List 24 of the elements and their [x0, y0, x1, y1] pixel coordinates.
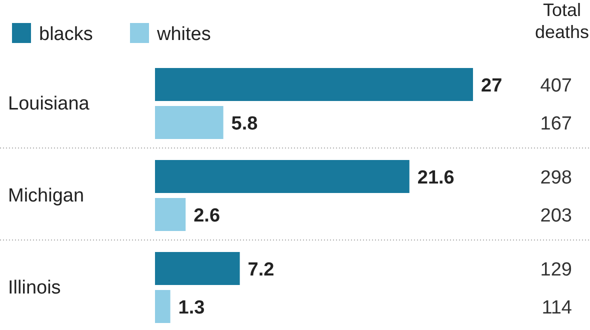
- data-label: 21.6: [417, 168, 454, 188]
- data-label: 1.3: [178, 298, 205, 318]
- text: 407: [540, 76, 572, 96]
- text: Total deaths: [534, 0, 590, 42]
- text: 203: [540, 206, 572, 226]
- y-tick-label: Louisiana: [8, 94, 90, 114]
- data-label: 2.6: [194, 206, 220, 226]
- legend-label: whites: [156, 24, 211, 45]
- text: 298: [540, 168, 572, 188]
- bar: [155, 252, 240, 285]
- bar: [155, 198, 186, 231]
- legend-label: blacks: [39, 24, 93, 45]
- data-label: 7.2: [248, 260, 274, 280]
- y-tick-label: Illinois: [8, 278, 61, 298]
- text: 167: [540, 114, 572, 134]
- data-label: 5.8: [231, 114, 258, 134]
- bar: [155, 290, 170, 323]
- text: 129: [540, 260, 572, 280]
- text: 114: [542, 298, 572, 318]
- y-tick-label: Michigan: [8, 186, 84, 206]
- bar: [155, 106, 224, 139]
- data-label: 27: [481, 76, 502, 96]
- bar: [155, 160, 410, 193]
- bar: [155, 68, 473, 101]
